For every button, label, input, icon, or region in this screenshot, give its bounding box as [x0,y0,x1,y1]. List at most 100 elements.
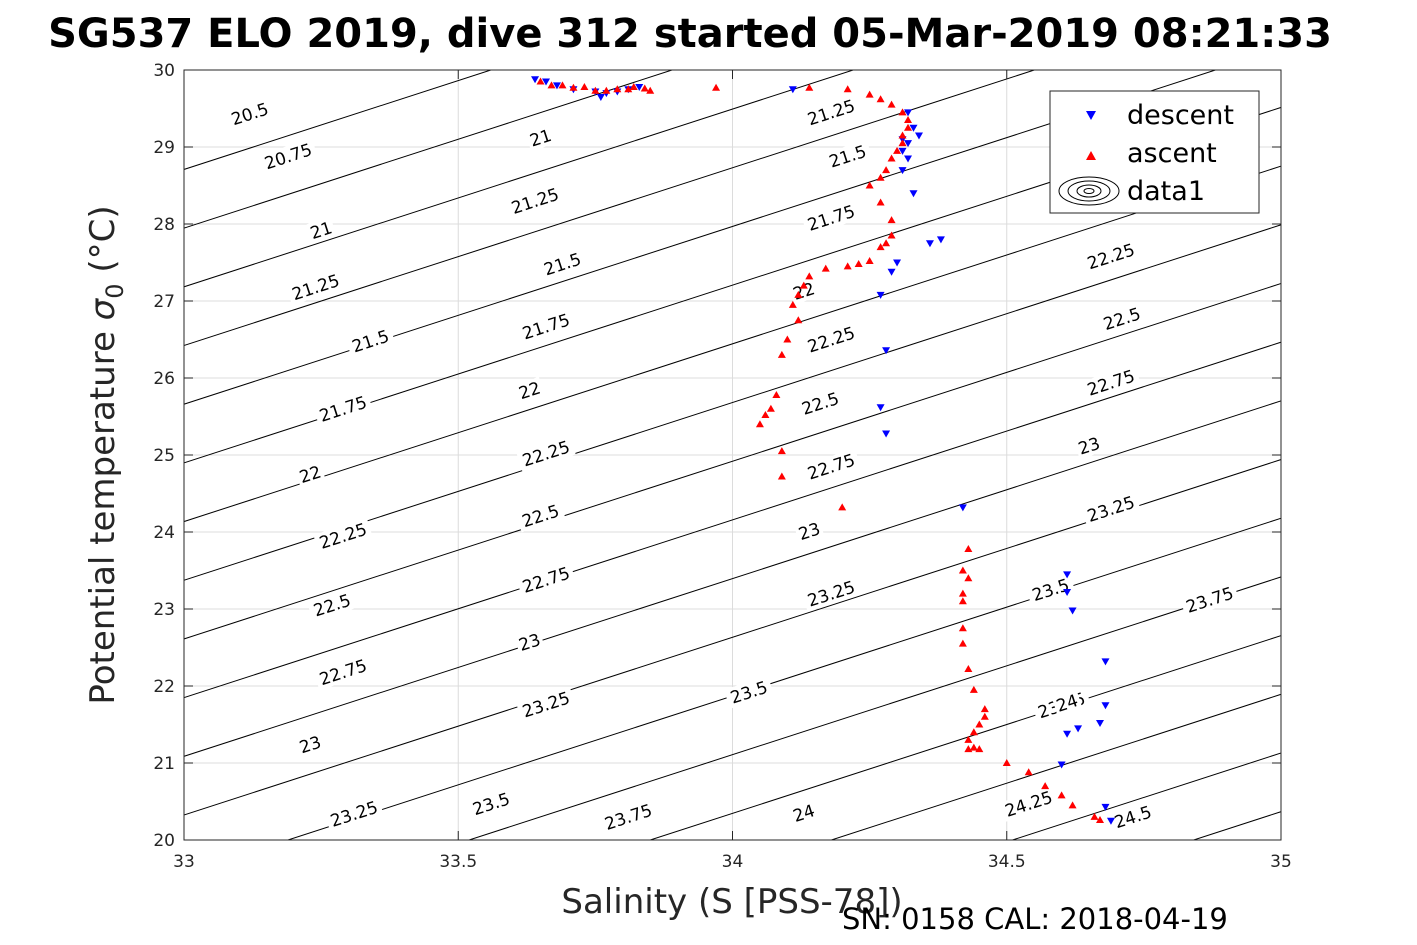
descent-point-2 [552,82,561,90]
ascent-point-40 [788,300,797,308]
contour-label-bg-8 [307,588,358,622]
ascent-point-24 [887,154,896,162]
ascent-point-68 [1002,759,1011,766]
contour-label-bg-18 [515,499,566,533]
ascent-point-52 [958,566,967,574]
y-axis-label-main: Potential temperature [83,320,123,704]
ascent-point-14 [843,85,852,93]
ascent-point-69 [1024,768,1033,776]
contour-line-12 [287,517,1281,840]
ascent-point-34 [854,260,863,268]
x-tick-label-2: 34 [722,852,744,872]
ascent-point-25 [882,166,891,174]
y-tick-label-7: 27 [153,292,175,312]
descent-point-9 [635,83,644,91]
ascent-point-33 [865,256,874,264]
ascent-point-1 [547,81,556,89]
contour-label-bg-2 [305,216,337,244]
contour-label-bg-14 [537,247,588,281]
contour-label-bg-10 [294,731,326,759]
ascent-point-3 [569,83,578,91]
ascent-point-13 [805,83,814,91]
ascent-point-28 [876,198,885,206]
x-tick-label-4: 35 [1270,852,1292,872]
y-tick-label-6: 26 [153,369,175,389]
ascent-point-50 [838,503,847,511]
contour-label-bg-22 [466,787,517,821]
contour-label-bg-40 [1081,490,1141,528]
y-tick-label-10: 30 [153,61,175,81]
ascent-point-44 [772,390,781,398]
ascent-point-48 [777,447,786,455]
descent-point-15 [904,140,913,148]
contour-label-bg-27 [822,139,873,173]
contour-label-bg-19 [516,561,576,598]
ascent-point-12 [712,83,721,91]
legend-data1-label: data1 [1127,176,1205,207]
grid-lines [183,69,1282,841]
descent-point-32 [1101,658,1110,666]
ascent-point-58 [964,665,973,673]
ascent-point-15 [865,90,874,98]
contour-label-bg-11 [324,795,384,832]
descent-point-36 [1063,730,1072,738]
ascent-point-23 [893,146,902,154]
descent-point-24 [876,291,885,299]
descent-point-10 [788,86,797,94]
contour-label-bg-9 [313,653,373,691]
y-axis-label: Potential temperature σ0 (°C) [83,205,129,704]
descent-point-28 [958,504,967,512]
ascent-point-36 [821,264,830,272]
ascent-point-4 [580,82,589,90]
contour-line-11 [184,459,1281,816]
x-axis-label: Salinity (S [PSS-78]) [561,882,902,922]
y-tick-label-3: 23 [153,600,175,620]
legend: descent ascent data1 [1049,90,1260,214]
contour-label-bg-24 [723,675,774,709]
contour-line-9 [184,341,1281,699]
contour-line-13 [468,576,1281,840]
contour-label-bg-12 [525,124,556,152]
legend-contour-icon [1058,176,1120,206]
ascent-point-65 [969,743,978,751]
contour-label-bg-42 [1179,581,1240,618]
contour-label-bg-43 [1051,689,1083,717]
descent-point-27 [882,430,891,438]
descent-point-17 [904,155,913,163]
descent-point-23 [887,268,896,276]
ascent-point-10 [640,84,649,92]
ascent-point-64 [964,735,973,743]
contour-label-bg-6 [294,460,326,488]
contour-label-bg-3 [285,268,346,306]
ascent-point-20 [904,123,913,131]
ascent-point-72 [1068,801,1077,809]
y-axis-ticks: 20 21 22 23 24 25 26 27 28 29 30 [153,61,1281,851]
ascent-point-21 [898,131,907,139]
descent-point-38 [1101,803,1110,811]
ascent-point-61 [980,712,989,720]
ascent-point-71 [1057,791,1066,799]
contour-label-bg-1 [258,138,318,175]
contour-label-bg-0 [224,97,275,131]
contour-line-1 [184,70,673,229]
ascent-point-53 [964,574,973,582]
descent-point-25 [882,347,891,355]
contour-label-bg-38 [1081,364,1141,401]
ascent-point-63 [969,728,978,736]
ascent-point-27 [865,181,874,189]
ascent-point-18 [898,108,907,116]
descent-point-12 [909,124,918,132]
ascent-point-41 [794,316,803,324]
contour-line-15 [831,693,1281,840]
contour-label-bg-31 [795,386,846,421]
contour-line-5 [184,106,1281,464]
ascent-series [536,77,1104,823]
contour-label-bg-39 [1073,432,1105,460]
descent-point-19 [909,190,918,198]
descent-point-30 [1063,589,1072,597]
ascent-point-67 [964,745,973,753]
ascent-point-22 [898,139,907,147]
x-axis-ticks: 33 33.5 34 34.5 35 [173,70,1292,872]
contour-line-10 [184,400,1281,757]
